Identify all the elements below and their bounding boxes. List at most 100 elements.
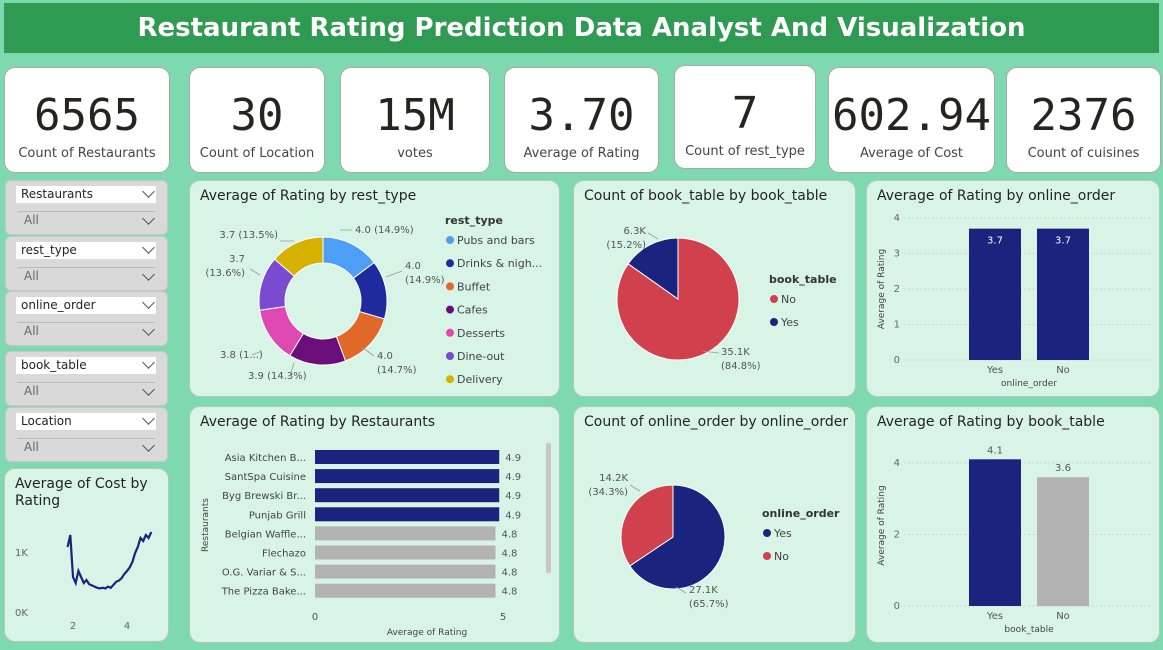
kpi-label: Count of Location (199, 146, 315, 161)
legend-title: online_order (762, 507, 840, 520)
divider (18, 322, 155, 323)
leader-line (288, 362, 295, 377)
y-tick-label: 2 (894, 529, 900, 540)
slicer-value[interactable]: All (24, 324, 39, 338)
data-label: 6.3K (624, 226, 647, 237)
chart-rating-by-online-order[interactable]: Average of Rating by online_order 0 1 2 3 4 3… (866, 180, 1160, 397)
data-label: (14.9%) (405, 275, 445, 286)
chart-online-order-count[interactable]: Count of online_order by online_order on… (573, 406, 856, 643)
legend-marker (446, 259, 454, 268)
divider (18, 382, 155, 383)
leader-line (701, 350, 720, 354)
chevron-down-icon[interactable] (142, 439, 155, 452)
legend-item: Yes (773, 527, 792, 540)
chart-title: Average of Cost by Rating (15, 476, 148, 509)
legend-item: Yes (780, 316, 799, 329)
x-axis-title: online_order (1001, 379, 1057, 389)
chevron-down-icon[interactable] (142, 268, 155, 281)
y-tick-label: Byg Brewski Br... (222, 491, 306, 502)
slicer-value[interactable]: All (24, 213, 39, 227)
chart-title: Count of online_order by online_order (584, 414, 849, 430)
y-tick-label: 4 (894, 458, 900, 469)
slicer-location[interactable]: Location All (5, 407, 168, 462)
chevron-down-icon[interactable] (142, 212, 155, 225)
kpi-card-votes: 15M votes (340, 67, 490, 173)
legend-item: No (781, 293, 796, 306)
legend-marker (763, 552, 771, 560)
x-tick-label: Yes (986, 365, 1003, 376)
slicer-label: Location (16, 413, 156, 430)
bar (315, 564, 496, 579)
bar (315, 469, 500, 484)
data-label: 4.9 (505, 453, 521, 464)
data-label: 4.9 (505, 491, 521, 502)
kpi-value: 7 (731, 88, 759, 139)
data-label: 4.9 (505, 472, 521, 483)
data-label: 27.1K (689, 585, 718, 596)
slicer-online-order[interactable]: online_order All (5, 291, 168, 346)
y-tick-label: 0 (894, 601, 900, 612)
y-tick-label: The Pizza Bake... (221, 587, 306, 598)
bar (315, 450, 500, 464)
chart-rating-by-rest-type[interactable]: Average of Rating by rest_type rest_type… (189, 180, 560, 397)
slicer-restaurants[interactable]: Restaurants All (5, 180, 168, 235)
data-label: 4.0 (405, 261, 421, 272)
data-label: 3.9 (14.3%) (248, 371, 307, 382)
chart-title: Average of Rating by online_order (877, 188, 1116, 204)
leader-line (647, 232, 659, 240)
kpi-value: 602.94 (832, 90, 991, 141)
chart-title: Average of Rating by book_table (877, 414, 1105, 430)
leader-line (385, 270, 403, 278)
chart-cost-by-rating[interactable]: Average of Cost by Rating 1K 0K 2 4 (4, 468, 169, 642)
data-label: (15.2%) (606, 240, 646, 251)
data-label: 3.6 (1055, 463, 1071, 474)
bar (315, 545, 496, 560)
chevron-down-icon[interactable] (142, 383, 155, 396)
data-label: (65.7%) (689, 599, 729, 610)
data-label: 3.7 (229, 254, 245, 265)
slicer-label: online_order (16, 297, 156, 314)
dashboard-title: Restaurant Rating Prediction Data Analys… (4, 3, 1159, 53)
legend-item: Pubs and bars (457, 234, 535, 247)
y-axis-title: Average of Rating (877, 249, 887, 329)
data-label: 35.1K (721, 347, 750, 358)
chart-title: Average of Rating by Restaurants (200, 414, 436, 430)
slicer-value[interactable]: All (24, 269, 39, 283)
chart-rating-by-restaurants[interactable]: Average of Rating by Restaurants Asia Ki… (189, 406, 560, 643)
kpi-label: Count of cuisines (1027, 146, 1140, 161)
leader-line (361, 346, 375, 357)
y-axis-title: Restaurants (201, 498, 211, 552)
chevron-down-icon[interactable] (142, 323, 155, 336)
legend-item: Desserts (457, 327, 505, 340)
leader-line (675, 586, 687, 594)
kpi-card-restaurants: 6565 Count of Restaurants (4, 67, 170, 173)
slicer-value[interactable]: All (24, 440, 39, 454)
data-label: 3.7 (987, 236, 1003, 247)
data-label: 3.8 (1...) (220, 350, 263, 361)
x-tick-label: No (1056, 611, 1070, 622)
legend-item: Buffet (457, 280, 491, 293)
kpi-value: 3.70 (528, 90, 635, 141)
slicer-value[interactable]: All (24, 384, 39, 398)
slicer-label: Restaurants (16, 186, 156, 203)
bar (1037, 477, 1089, 606)
y-tick-label: Asia Kitchen B... (225, 453, 306, 464)
slicer-label: book_table (16, 357, 156, 374)
legend-marker (446, 352, 454, 360)
y-tick-label: 2 (894, 284, 900, 295)
y-tick-label: Punjab Grill (249, 510, 306, 521)
legend-item: No (774, 550, 789, 563)
slicer-book-table[interactable]: book_table All (5, 351, 168, 406)
legend-marker (446, 328, 454, 337)
y-tick-label: O.G. Variar & S... (222, 568, 306, 579)
data-label: 4.8 (501, 549, 517, 560)
data-label: (13.6%) (205, 268, 245, 279)
chart-rating-by-book-table[interactable]: Average of Rating by book_table 0 2 4 4.1 Ye… (866, 406, 1160, 643)
chart-book-table-count[interactable]: Count of book_table by book_table book_t… (573, 180, 856, 397)
data-label: 4.8 (501, 568, 517, 579)
bar (315, 507, 500, 522)
data-label: 14.2K (599, 473, 628, 484)
slicer-rest-type[interactable]: rest_type All (5, 236, 168, 291)
data-label: 4.0 (377, 351, 393, 362)
